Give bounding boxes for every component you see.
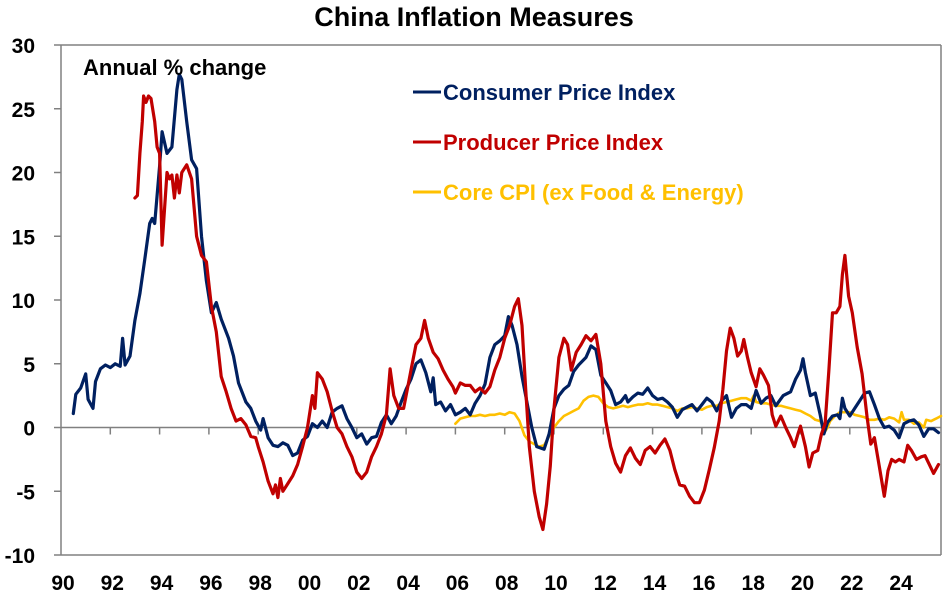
- y-tick-label: 0: [23, 418, 35, 441]
- x-tick-label: 24: [889, 572, 913, 595]
- x-tick-label: 16: [692, 572, 715, 595]
- x-tick-label: 18: [742, 572, 766, 595]
- series-line-ppi: [133, 94, 941, 532]
- series-layer: [71, 72, 943, 532]
- x-tick-label: 00: [298, 572, 321, 595]
- legend-item-cpi: Consumer Price Index: [413, 80, 676, 105]
- y-tick-label: -5: [16, 481, 35, 504]
- x-tick-label: 94: [150, 572, 174, 595]
- legend-label-core-cpi: Core CPI (ex Food & Energy): [443, 180, 744, 205]
- legend-item-core-cpi: Core CPI (ex Food & Energy): [413, 180, 744, 205]
- y-tick-label: 15: [12, 226, 36, 249]
- y-tick-label: -10: [5, 545, 35, 568]
- y-tick-label: 5: [23, 354, 35, 377]
- annotation-annual-change: Annual % change: [83, 55, 266, 80]
- x-tick-label: 98: [249, 572, 273, 595]
- legend-label-cpi: Consumer Price Index: [443, 80, 676, 105]
- y-tick-label: 20: [12, 163, 35, 186]
- x-tick-label: 92: [101, 572, 124, 595]
- x-tick-label: 90: [51, 572, 74, 595]
- x-tick-label: 02: [347, 572, 370, 595]
- chart-title: China Inflation Measures: [314, 2, 634, 32]
- x-tick-label: 06: [446, 572, 469, 595]
- legend: Consumer Price Index Producer Price Inde…: [413, 80, 744, 205]
- y-tick-label: 30: [12, 35, 35, 58]
- x-tick-label: 12: [594, 572, 617, 595]
- x-tick-label: 20: [791, 572, 814, 595]
- x-tick-label: 04: [396, 572, 420, 595]
- y-tick-label: 10: [12, 290, 35, 313]
- x-tick-label: 96: [199, 572, 222, 595]
- series-line-cpi: [71, 72, 941, 458]
- legend-label-ppi: Producer Price Index: [443, 130, 664, 155]
- y-tick-label: 25: [12, 99, 36, 122]
- x-tick-label: 08: [495, 572, 519, 595]
- x-tick-label: 22: [840, 572, 863, 595]
- x-tick-label: 14: [643, 572, 667, 595]
- x-tick-label: 10: [544, 572, 567, 595]
- legend-item-ppi: Producer Price Index: [413, 130, 664, 155]
- axes: 30 25 20 15 10 5 0 -5 -10 90 92 94 96 98 00 02 04 06 08 10 1…: [5, 35, 942, 595]
